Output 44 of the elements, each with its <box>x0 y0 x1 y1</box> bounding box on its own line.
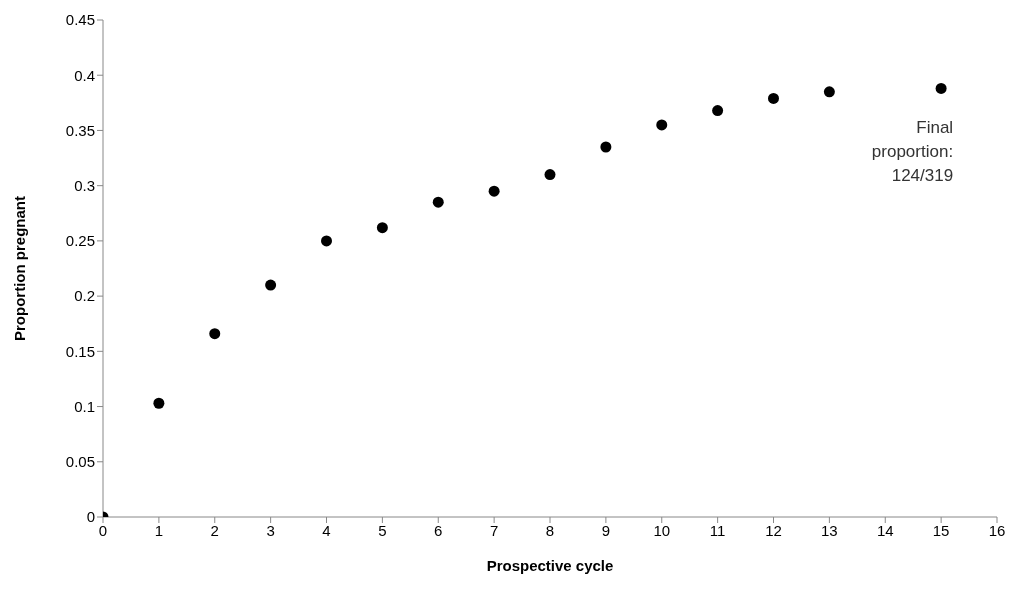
x-tick-label: 8 <box>545 521 555 539</box>
x-tick-label: 0 <box>98 521 108 539</box>
x-tick-label: 11 <box>709 521 726 539</box>
point <box>488 185 500 197</box>
point <box>376 222 388 234</box>
y-tick-label: 0 <box>86 508 95 526</box>
y-tick-label: 0.45 <box>65 11 95 29</box>
x-tick-label: 3 <box>266 521 275 539</box>
x-tick-label: 2 <box>210 521 219 539</box>
x-tick-label: 16 <box>988 521 1006 539</box>
point <box>823 86 835 98</box>
x-tick-label: 15 <box>932 521 950 539</box>
y-tick-label: 0.1 <box>74 397 95 415</box>
x-tick-label: 12 <box>765 521 782 539</box>
y-tick-label: 0.25 <box>65 232 95 250</box>
y-tick-label: 0.4 <box>74 66 95 84</box>
point <box>265 279 277 291</box>
x-tick-label: 7 <box>489 521 499 539</box>
y-tick-label: 0.05 <box>65 453 95 471</box>
point <box>544 169 556 181</box>
point <box>209 328 221 340</box>
point <box>321 235 332 247</box>
x-tick-label: 4 <box>322 521 331 539</box>
x-tick-label: 5 <box>378 521 387 539</box>
x-tick-label: 6 <box>434 521 443 539</box>
point <box>656 119 668 131</box>
y-tick-label: 0.15 <box>65 342 95 360</box>
y-tick-label: 0.35 <box>65 121 95 139</box>
x-axis-title: Prospective cycle <box>486 557 614 574</box>
point <box>432 196 444 208</box>
x-tick-label: 14 <box>876 521 894 539</box>
annotation: Final proportion: 124/319 <box>871 118 954 186</box>
y-axis-title: Proportion pregnant <box>11 196 29 341</box>
x-tick-label: 1 <box>154 521 164 539</box>
point <box>712 105 724 117</box>
x-tick-label: 9 <box>601 521 611 539</box>
point <box>600 141 612 153</box>
point <box>935 82 947 94</box>
x-tick-label: 10 <box>653 521 671 539</box>
x-tick-label: 13 <box>821 521 838 539</box>
point <box>768 92 779 104</box>
y-tick-label: 0.2 <box>74 287 95 305</box>
y-tick-label: 0.3 <box>74 176 95 194</box>
point <box>153 397 165 409</box>
